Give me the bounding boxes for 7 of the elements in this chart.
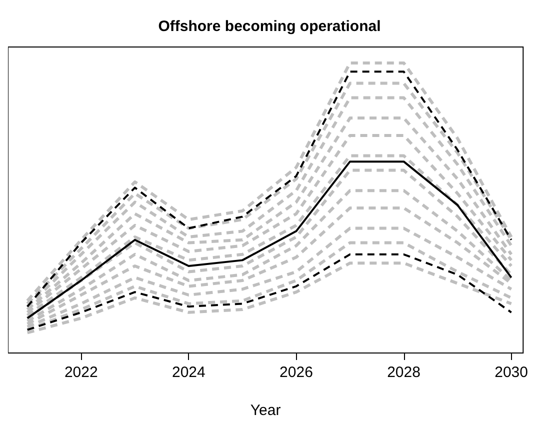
x-tick-label: 2024	[172, 364, 206, 381]
x-tick-label: 2026	[280, 364, 313, 381]
x-tick-label: 2028	[387, 364, 420, 381]
chart-title: Offshore becoming operational	[158, 18, 381, 35]
x-axis-title: Year	[250, 402, 281, 419]
x-tick-label: 2030	[494, 364, 528, 381]
x-tick-label: 2022	[64, 364, 98, 381]
